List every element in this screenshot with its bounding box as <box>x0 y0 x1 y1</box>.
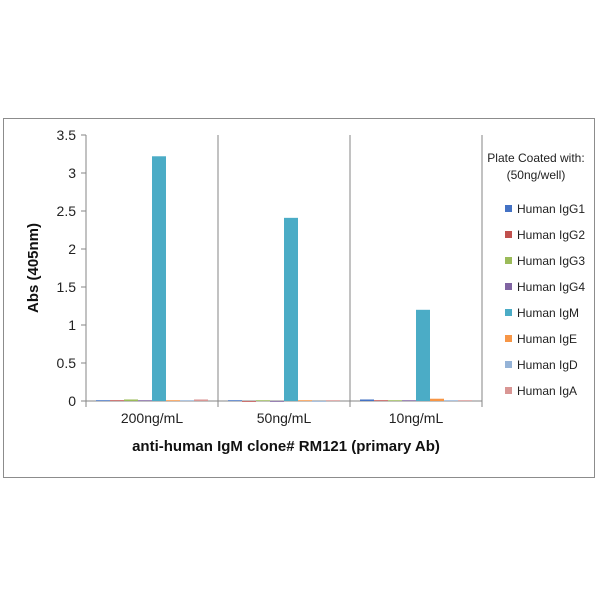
legend-item: Human IgM <box>505 306 579 320</box>
category-separators <box>85 135 483 407</box>
legend-swatch <box>505 283 512 290</box>
bar-human-igg4 <box>138 400 152 402</box>
bar-human-igg3 <box>256 400 270 402</box>
bar-human-igg4 <box>270 401 284 402</box>
legend-label: Human IgG4 <box>517 280 585 294</box>
bar-human-igd <box>444 400 458 402</box>
bar-human-igg2 <box>374 400 388 402</box>
bar-human-igd <box>180 400 194 402</box>
bar-human-igg1 <box>228 400 242 402</box>
bar-human-igm <box>416 309 430 401</box>
y-axis-title: Abs (405nm) <box>25 223 42 313</box>
bar-human-ige <box>430 398 444 401</box>
legend-label: Human IgD <box>517 358 578 372</box>
legend-item: Human IgG2 <box>505 228 585 242</box>
plot-area: 0 0.5 1 1.5 2 2.5 3 3.5 200ng/mL 50ng/mL 10ng/mL <box>57 127 483 426</box>
y-tick-label: 0 <box>68 393 76 409</box>
bar-human-iga <box>194 399 208 401</box>
x-tick-label: 200ng/mL <box>121 410 183 426</box>
y-tick-label: 0.5 <box>57 355 77 371</box>
bar-human-iga <box>458 400 472 402</box>
bar-human-igg1 <box>96 400 110 402</box>
y-tick-label: 2 <box>68 241 76 257</box>
bar-series <box>96 156 472 402</box>
legend: Plate Coated with: (50ng/well) Human IgG… <box>487 151 585 398</box>
y-tick-label: 1.5 <box>57 279 77 295</box>
bar-human-igg2 <box>242 401 256 402</box>
legend-item: Human IgG3 <box>505 254 585 268</box>
legend-swatch <box>505 205 512 212</box>
bar-human-igg3 <box>388 400 402 402</box>
legend-item: Human IgG4 <box>505 280 585 294</box>
bar-human-igg1 <box>360 399 374 401</box>
y-axis-ticks: 0 0.5 1 1.5 2 2.5 3 3.5 <box>57 127 86 409</box>
x-tick-label: 50ng/mL <box>257 410 312 426</box>
bar-human-igd <box>312 401 326 402</box>
legend-swatch <box>505 231 512 238</box>
legend-label: Human IgG3 <box>517 254 585 268</box>
bar-human-igg3 <box>124 399 138 401</box>
legend-item: Human IgA <box>505 384 577 398</box>
y-tick-label: 1 <box>68 317 76 333</box>
legend-swatch <box>505 257 512 264</box>
bar-human-ige <box>298 400 312 402</box>
legend-label: Human IgE <box>517 332 577 346</box>
legend-items: Human IgG1 Human IgG2 Human IgG3 Human IgG4… <box>505 202 585 398</box>
legend-item: Human IgG1 <box>505 202 585 216</box>
legend-swatch <box>505 309 512 316</box>
bar-human-igg2 <box>110 400 124 402</box>
y-tick-label: 3 <box>68 165 76 181</box>
legend-title-line-1: Plate Coated with: <box>487 151 584 165</box>
legend-label: Human IgA <box>517 384 577 398</box>
legend-label: Human IgM <box>517 306 579 320</box>
legend-swatch <box>505 335 512 342</box>
bar-human-iga <box>326 400 340 402</box>
x-tick-label: 10ng/mL <box>389 410 444 426</box>
legend-swatch <box>505 387 512 394</box>
bar-human-igm <box>284 217 298 401</box>
legend-title-line-2: (50ng/well) <box>507 168 566 182</box>
chart-svg: 00.511.522.533.5 200ng/mL 50ng/mL 10ng/mL … <box>25 127 585 455</box>
legend-swatch <box>505 361 512 368</box>
legend-item: Human IgD <box>505 358 578 372</box>
legend-item: Human IgE <box>505 332 577 346</box>
y-tick-label: 3.5 <box>57 127 77 143</box>
chart-frame: 0 0.5 1 1.5 2 2.5 3 3.5 200ng/mL 50ng/mL 10ng/mL … <box>3 118 595 478</box>
x-axis-tick-labels: 200ng/mL 50ng/mL 10ng/mL <box>121 410 444 426</box>
legend-label: Human IgG1 <box>517 202 585 216</box>
x-axis-title: anti-human IgM clone# RM121 (primary Ab) <box>132 438 440 455</box>
bar-human-igg4 <box>402 400 416 402</box>
bar-human-ige <box>166 400 180 402</box>
bar-human-igm <box>152 156 166 401</box>
y-tick-label: 2.5 <box>57 203 77 219</box>
legend-label: Human IgG2 <box>517 228 585 242</box>
